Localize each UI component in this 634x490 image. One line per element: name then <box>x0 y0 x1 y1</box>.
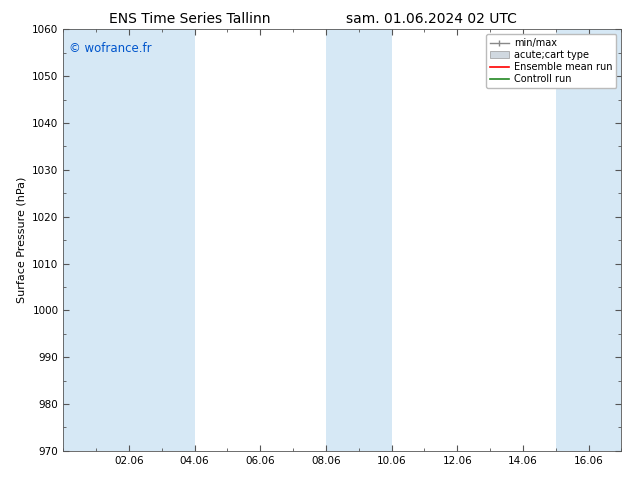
Bar <box>129 29 195 451</box>
Bar <box>326 29 392 451</box>
Text: ENS Time Series Tallinn: ENS Time Series Tallinn <box>110 12 271 26</box>
Text: sam. 01.06.2024 02 UTC: sam. 01.06.2024 02 UTC <box>346 12 517 26</box>
Legend: min/max, acute;cart type, Ensemble mean run, Controll run: min/max, acute;cart type, Ensemble mean … <box>486 34 616 88</box>
Text: © wofrance.fr: © wofrance.fr <box>69 42 152 55</box>
Bar <box>555 29 621 451</box>
Bar <box>63 29 129 451</box>
Y-axis label: Surface Pressure (hPa): Surface Pressure (hPa) <box>16 177 27 303</box>
